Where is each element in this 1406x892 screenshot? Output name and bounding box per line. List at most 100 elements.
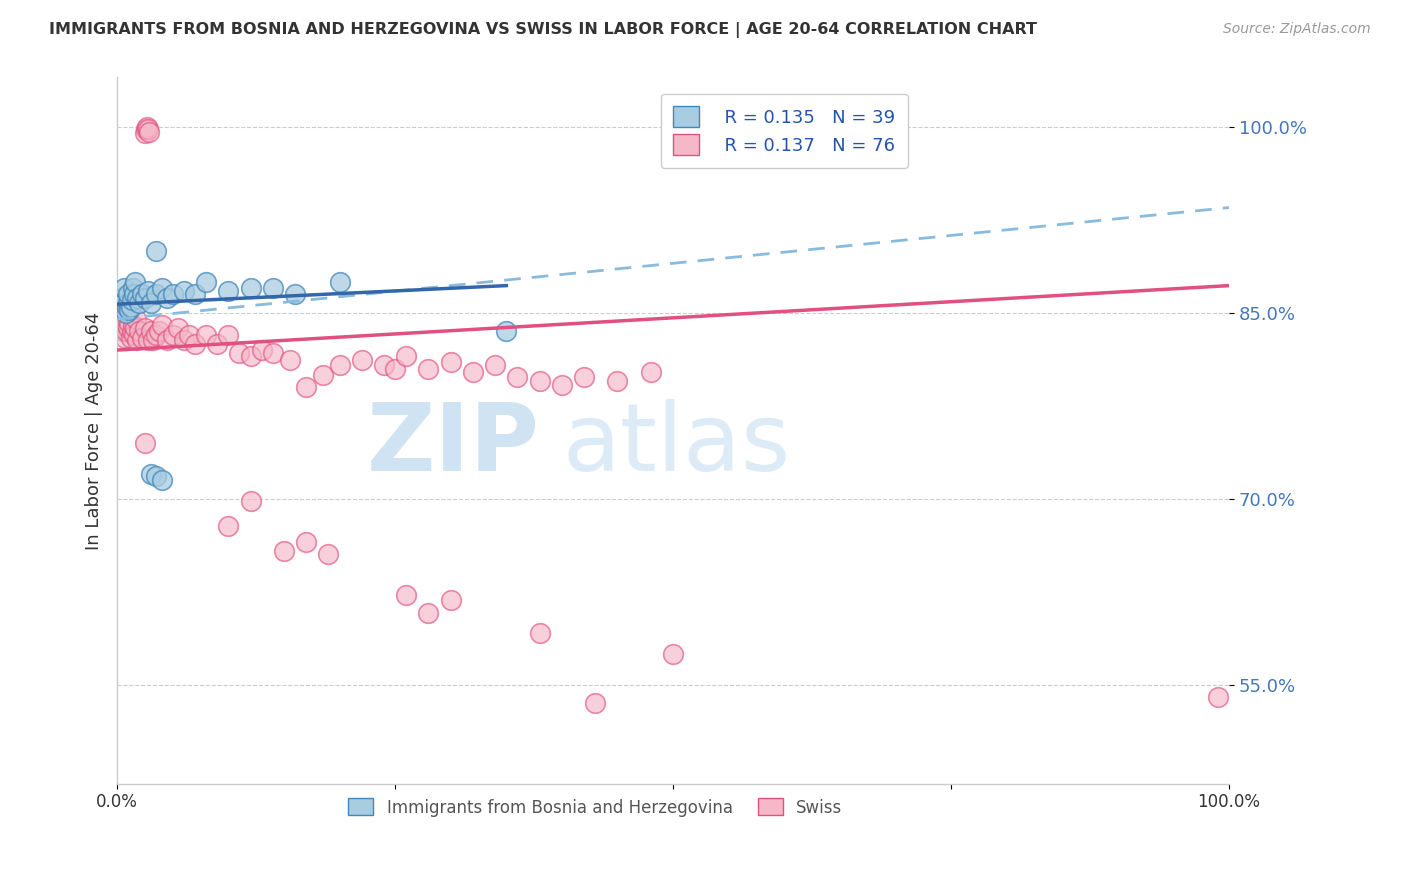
Point (328, 358, 350, 372)
Point (273, 543, 295, 558)
Point (134, 320, 156, 334)
Point (108, 293, 131, 308)
Point (150, 318, 173, 333)
Point (122, 328, 145, 343)
Point (114, 331, 136, 345)
Point (239, 349, 262, 363)
Point (156, 333, 179, 347)
Point (134, 126, 156, 140)
Point (117, 287, 139, 301)
Point (284, 287, 307, 301)
Point (108, 318, 131, 333)
Point (529, 625, 551, 640)
Point (111, 312, 134, 326)
Point (145, 469, 167, 483)
Point (529, 374, 551, 388)
Point (440, 355, 463, 369)
Point (117, 296, 139, 310)
Point (136, 122, 159, 136)
Point (121, 318, 143, 333)
Point (111, 291, 134, 305)
Point (217, 284, 239, 298)
Point (373, 358, 395, 372)
Text: Source: ZipAtlas.com: Source: ZipAtlas.com (1223, 22, 1371, 37)
Point (395, 588, 418, 602)
Point (131, 331, 153, 345)
Point (150, 281, 173, 295)
Point (127, 291, 149, 305)
Point (139, 296, 162, 310)
Point (138, 125, 160, 139)
Point (461, 365, 484, 379)
Point (148, 325, 170, 339)
Point (145, 244, 167, 258)
Point (117, 320, 139, 334)
Point (120, 331, 142, 345)
Point (1206, 690, 1229, 704)
Point (111, 296, 134, 310)
Point (134, 291, 156, 305)
Point (142, 333, 165, 347)
Point (122, 287, 145, 301)
Point (295, 380, 318, 394)
Point (195, 328, 218, 343)
Point (112, 281, 135, 295)
Point (262, 345, 284, 359)
Point (145, 287, 167, 301)
Point (128, 296, 150, 310)
Point (120, 300, 142, 314)
Point (572, 370, 595, 384)
Point (118, 303, 141, 318)
Point (112, 309, 135, 323)
Point (121, 293, 143, 308)
Point (128, 325, 150, 339)
Point (145, 328, 167, 343)
Point (640, 365, 662, 379)
Point (217, 328, 239, 343)
Point (606, 374, 628, 388)
Point (135, 122, 157, 136)
Point (184, 287, 207, 301)
Point (136, 120, 159, 134)
Point (484, 358, 506, 372)
Point (162, 328, 184, 343)
Point (506, 370, 529, 384)
Point (115, 306, 138, 320)
Point (121, 325, 143, 339)
Point (167, 320, 190, 334)
Point (124, 320, 146, 334)
Point (239, 494, 262, 508)
Point (162, 287, 184, 301)
Point (207, 336, 229, 351)
Point (350, 353, 373, 368)
Text: ZIP: ZIP (367, 399, 540, 491)
Point (318, 548, 340, 562)
Point (173, 333, 195, 347)
Legend: Immigrants from Bosnia and Herzegovina, Swiss: Immigrants from Bosnia and Herzegovina, … (340, 790, 851, 825)
Point (262, 281, 284, 295)
Point (551, 377, 574, 392)
Point (111, 325, 134, 339)
Point (150, 473, 173, 487)
Point (115, 325, 138, 339)
Point (136, 333, 159, 347)
Point (131, 287, 153, 301)
Point (121, 281, 143, 295)
Point (328, 275, 350, 289)
Point (179, 328, 201, 343)
Point (156, 291, 179, 305)
Point (127, 333, 149, 347)
Point (173, 284, 195, 298)
Point (110, 300, 132, 314)
Text: IMMIGRANTS FROM BOSNIA AND HERZEGOVINA VS SWISS IN LABOR FORCE | AGE 20-64 CORRE: IMMIGRANTS FROM BOSNIA AND HERZEGOVINA V… (49, 22, 1038, 38)
Point (312, 368, 335, 382)
Point (384, 361, 406, 376)
Point (418, 361, 440, 376)
Point (115, 318, 138, 333)
Point (395, 349, 418, 363)
Point (195, 275, 218, 289)
Y-axis label: In Labor Force | Age 20-64: In Labor Force | Age 20-64 (86, 311, 103, 549)
Point (228, 345, 250, 359)
Point (184, 336, 207, 351)
Point (278, 353, 301, 368)
